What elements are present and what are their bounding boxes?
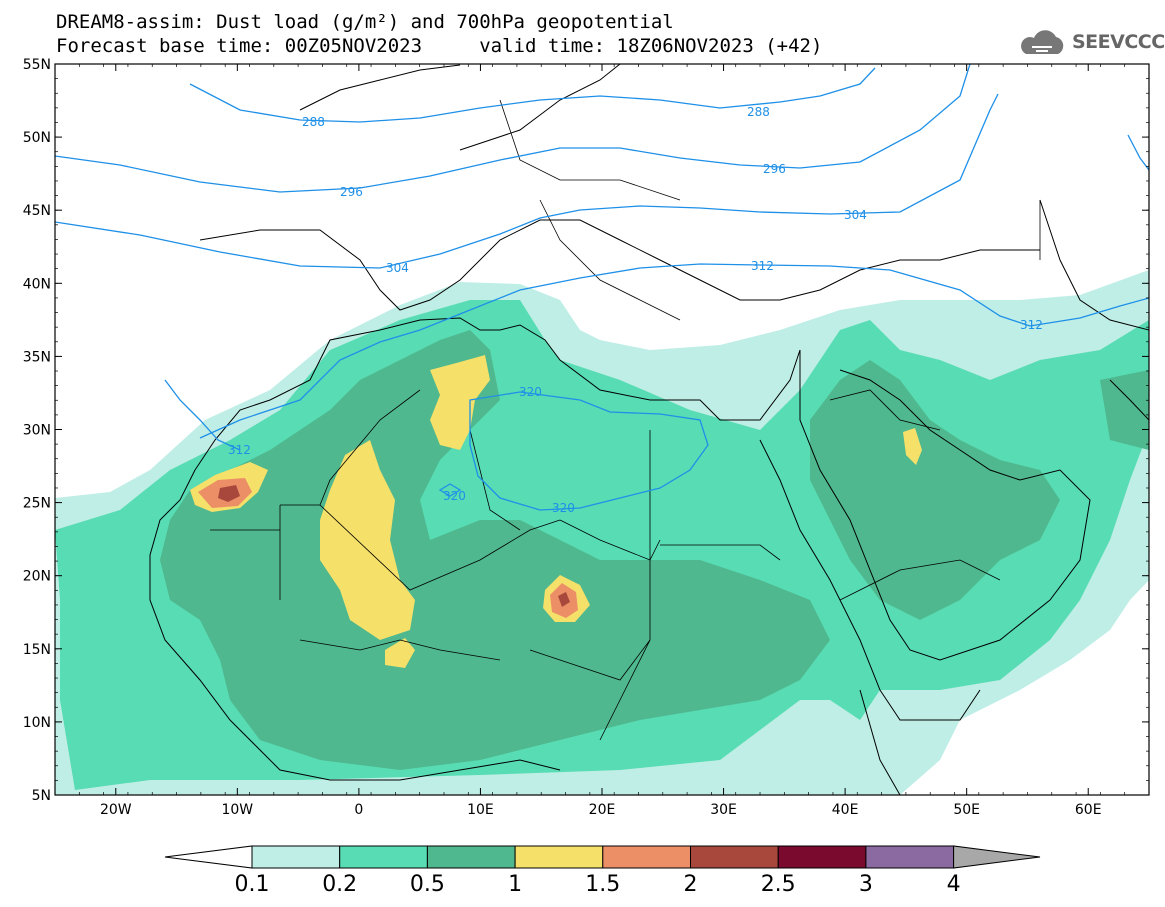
contour-312 [199,263,1149,439]
lon-tick-label: 40E [832,802,859,818]
lon-tick-label: 20E [589,802,616,818]
colorbar-label: 3 [859,872,873,897]
dust-level-0.5-gulf [1100,370,1149,450]
lat-tick-label: 50N [23,130,51,146]
axis-ticks [54,63,1150,796]
colorbar-arrow-max [953,845,1041,869]
colorbar-cell [602,845,691,869]
contour-label-288-west: 288 [302,115,325,129]
lon-tick-label: 20W [100,802,132,818]
contour-label-296-east: 296 [763,162,786,176]
map-plot-area: 288 288 296 296 304 304 312 312 312 320 … [55,64,1149,795]
colorbar: 0.1 0.2 0.5 1 1.5 2 2.5 3 4 [164,845,1041,897]
contour-296 [55,64,971,193]
map-subtitle: Forecast base time: 00Z05NOV2023 valid t… [56,35,823,57]
contour-320 [469,391,709,511]
dust-level-2.0-chad [558,592,570,607]
colorbar-label: 0.2 [322,872,357,897]
lat-tick-label: 5N [32,788,51,804]
dust-level-1.0-algeria [430,355,490,450]
lat-tick-label: 30N [23,423,51,439]
colorbar-cell [339,845,428,869]
colorbar-cell [251,845,341,869]
contour-304 [55,93,999,269]
colorbar-label: 2 [684,872,698,897]
borders [210,99,1041,741]
colorbar-label: 1.5 [585,872,620,897]
map-title: DREAM8-assim: Dust load (g/m²) and 700hP… [56,11,674,33]
contour-label-320-south: 320 [552,501,575,515]
colorbar-cell [426,845,516,869]
lon-tick-label: 10E [467,802,494,818]
dust-level-0.5 [160,330,830,770]
dust-level-2.0-morocco [218,485,240,502]
contour-label-296-west: 296 [340,185,363,199]
colorbar-cell [777,845,867,869]
colorbar-label: 0.5 [410,872,445,897]
contour-label-288-east: 288 [747,105,770,119]
contour-312-morocco [164,379,241,451]
contour-label-304-west: 304 [386,261,409,275]
coastlines [149,64,1149,795]
contour-label-312-east: 312 [1020,318,1043,332]
contour-label-304-east: 304 [844,208,867,222]
contour-320-small [438,483,462,497]
lon-tick-label: 50E [953,802,980,818]
lat-tick-label: 45N [23,203,51,219]
colorbar-label: 1 [508,872,522,897]
colorbar-arrow-min [164,845,253,869]
colorbar-label: 0.1 [235,872,270,897]
lat-tick-labels: 55N 50N 45N 40N 35N 30N 25N 20N 15N 10N 5N [23,57,51,804]
contour-label-312-west: 312 [228,443,251,457]
contour-288 [189,67,876,123]
contour-label-312-mid: 312 [751,259,774,273]
lon-tick-label: 10W [221,802,253,818]
cloud-logo-icon [1021,30,1064,54]
lat-tick-label: 55N [23,57,51,73]
lat-tick-label: 15N [23,642,51,658]
geopotential-contours [55,64,1149,511]
dust-level-1.0-iraq [903,428,922,465]
lon-tick-label: 30E [710,802,737,818]
dust-level-1.0-niger [385,638,415,668]
lat-tick-label: 40N [23,276,51,292]
lat-tick-label: 20N [23,569,51,585]
dust-level-0.5-east [810,360,1060,620]
dust-level-1.0-mali [320,440,415,640]
lat-tick-label: 25N [23,496,51,512]
lon-tick-label: 60E [1075,802,1102,818]
lon-tick-labels: 20W 10W 0 10E 20E 30E 40E 50E 60E [100,802,1102,818]
contour-labels: 288 288 296 296 304 304 312 312 312 320 … [228,105,1043,515]
contour-label-320-small: 320 [443,489,466,503]
colorbar-cell [865,845,955,869]
colorbar-label: 4 [947,872,961,897]
lat-tick-label: 35N [23,349,51,365]
contour-label-320-north: 320 [519,385,542,399]
colorbar-label: 2.5 [761,872,796,897]
lat-tick-label: 10N [23,715,51,731]
logo-text: SEEVCCC [1072,31,1165,53]
lon-tick-label: 0 [354,802,363,818]
colorbar-cell [514,845,604,869]
colorbar-cell [690,845,779,869]
